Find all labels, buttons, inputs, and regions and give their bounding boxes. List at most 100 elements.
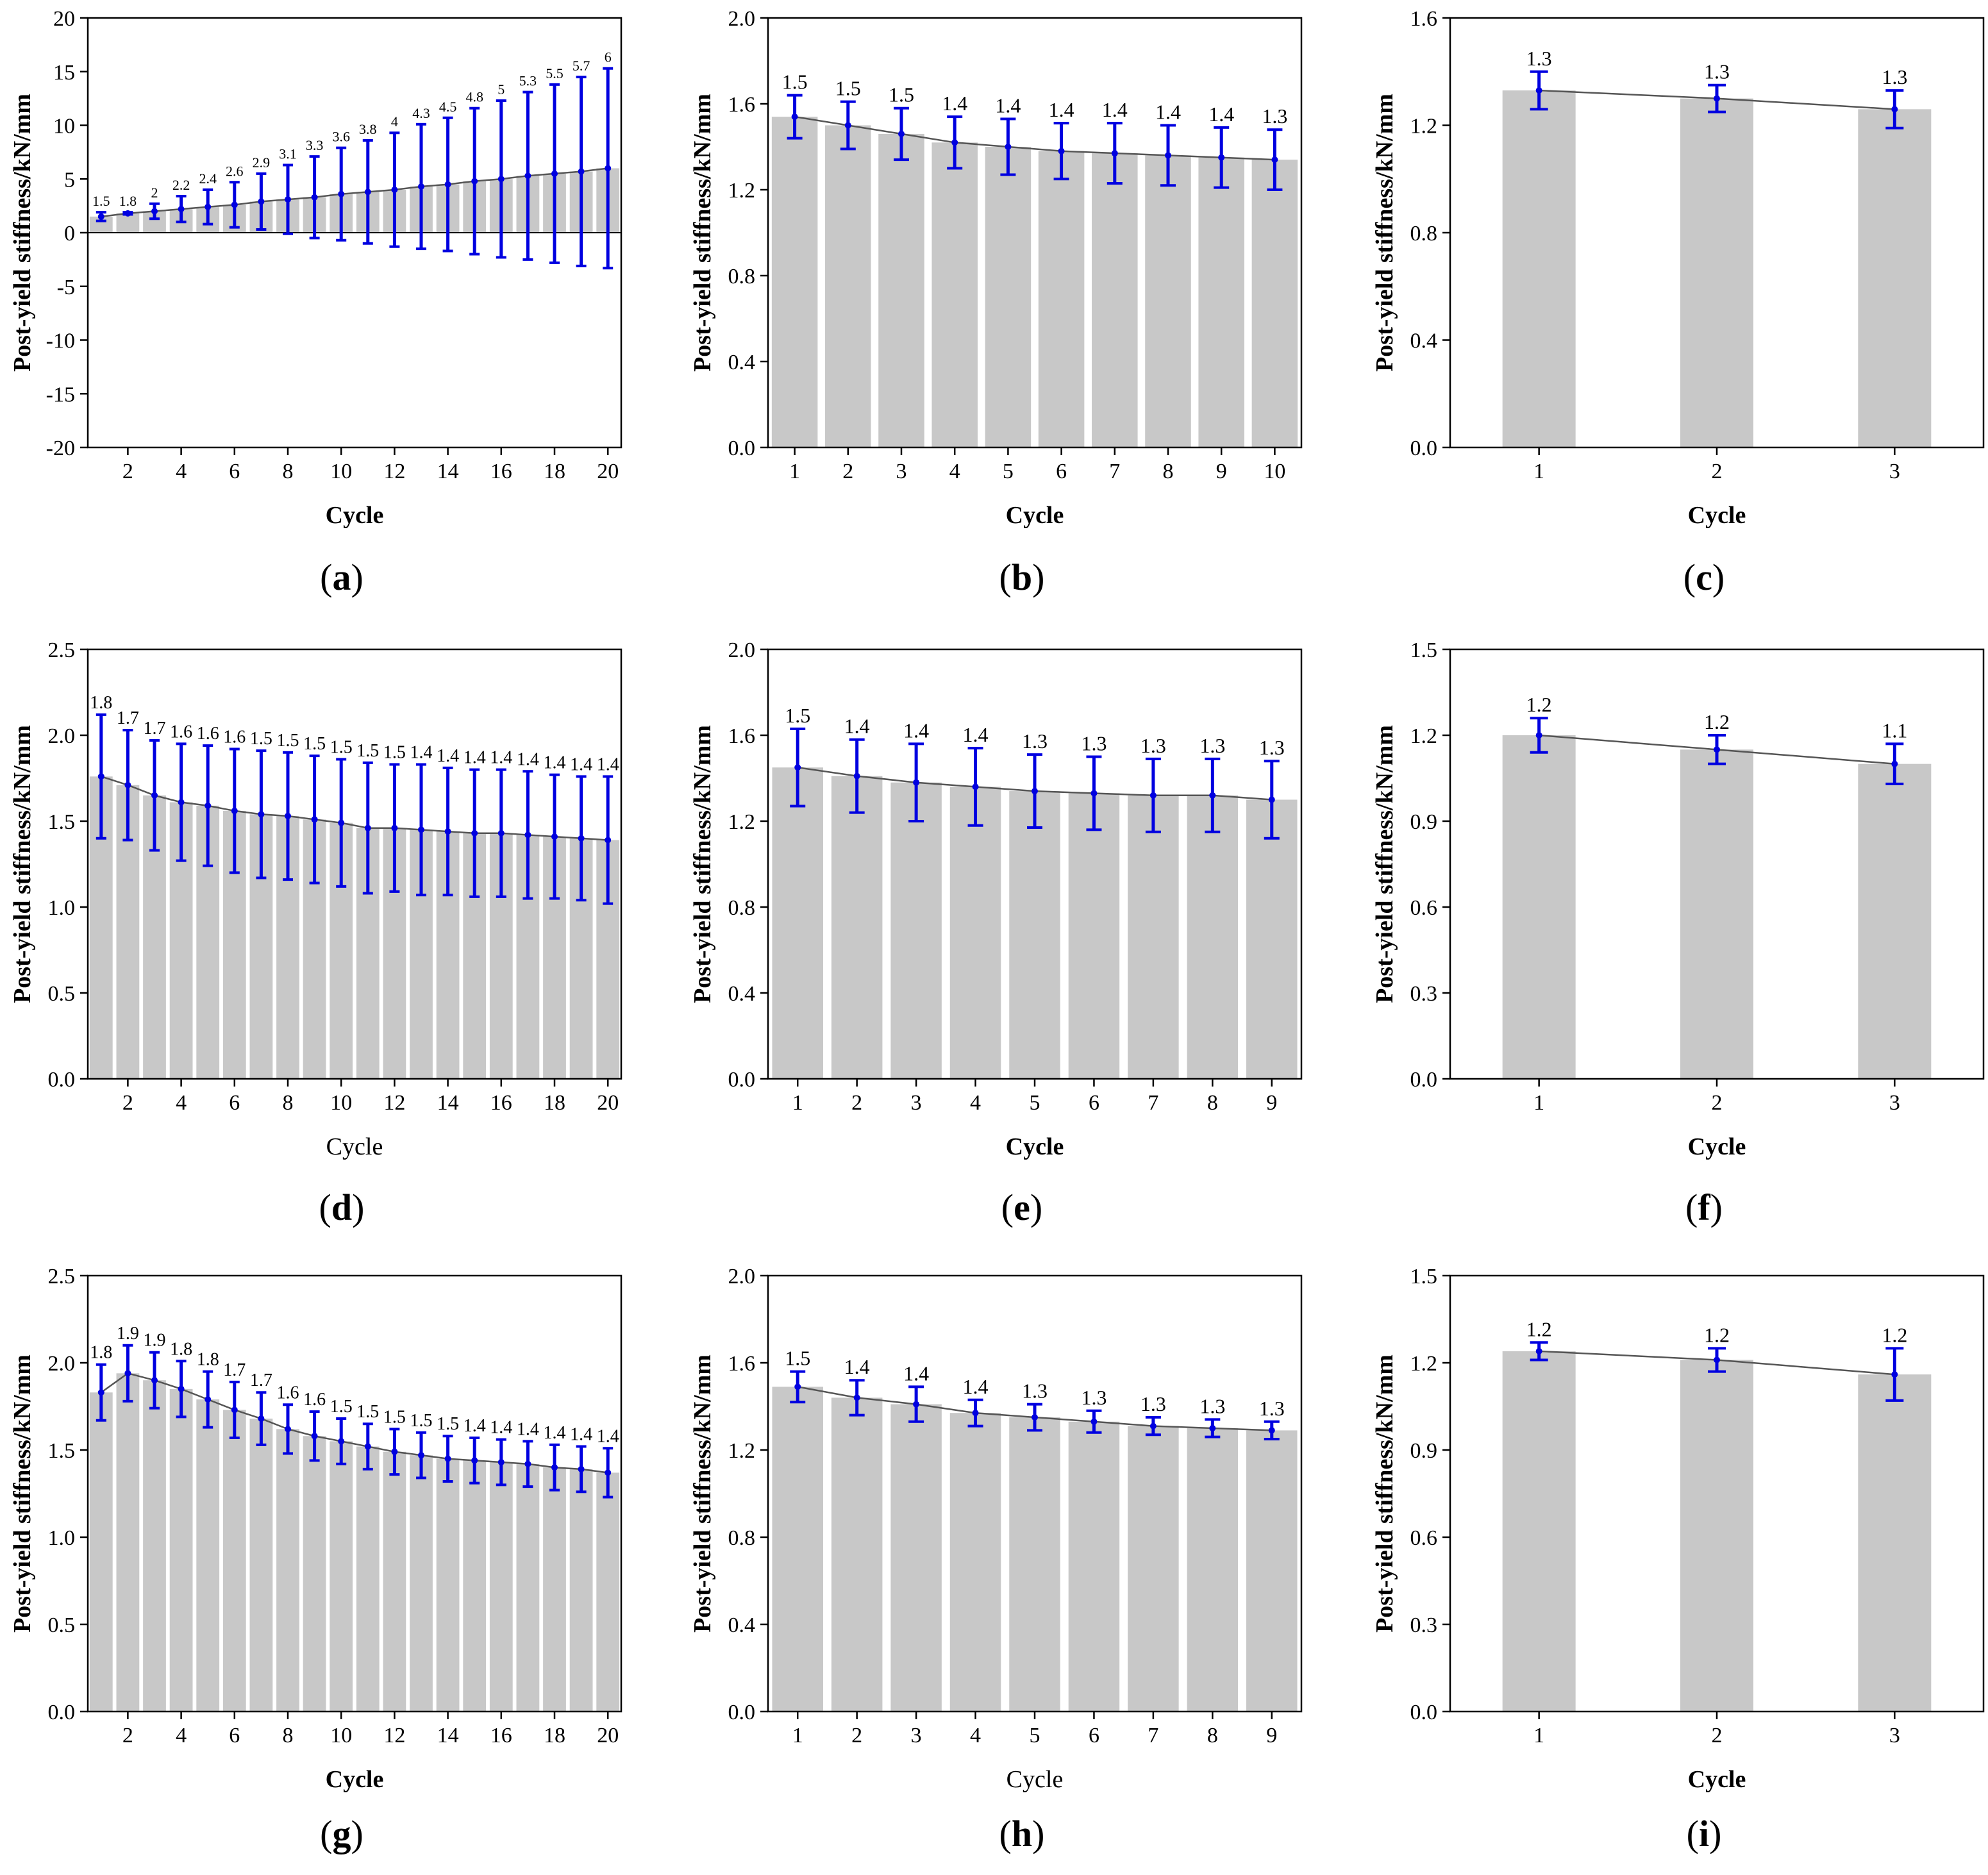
error-bar-g-19 xyxy=(576,1445,587,1494)
y-tick-label: 0.8 xyxy=(1410,222,1438,246)
error-bar-a-4 xyxy=(176,195,187,224)
data-label-b-3: 1.5 xyxy=(889,83,914,106)
x-axis-title: Cycle xyxy=(1688,1133,1746,1160)
bar-f-1 xyxy=(1502,735,1576,1079)
data-label-a-1: 1.5 xyxy=(92,193,110,209)
error-bar-g-12 xyxy=(389,1428,400,1476)
y-tick-label: 1.6 xyxy=(1410,7,1438,31)
bar-e-9 xyxy=(1246,799,1298,1079)
x-tick-label: 16 xyxy=(490,1091,512,1115)
bar-g-16 xyxy=(489,1462,513,1712)
y-tick-label: -10 xyxy=(46,329,75,353)
bar-h-6 xyxy=(1068,1421,1120,1712)
error-bar-d-7 xyxy=(256,749,267,879)
x-tick-label: 6 xyxy=(1056,460,1067,483)
data-label-g-6: 1.7 xyxy=(223,1360,246,1380)
y-tick-label: 0.5 xyxy=(48,982,76,1006)
x-tick-label: 14 xyxy=(437,1091,459,1115)
bar-e-2 xyxy=(831,776,883,1079)
panel-label-b: (b) xyxy=(999,556,1045,598)
bar-b-4 xyxy=(931,142,978,448)
x-tick-label: 18 xyxy=(544,1091,565,1115)
data-label-d-2: 1.7 xyxy=(117,708,139,728)
data-label-h-6: 1.3 xyxy=(1081,1386,1107,1409)
bar-h-3 xyxy=(890,1404,942,1712)
y-tick-label: 0.0 xyxy=(728,437,756,460)
x-tick-label: 8 xyxy=(1163,460,1174,483)
bar-g-3 xyxy=(143,1380,166,1712)
data-label-d-13: 1.4 xyxy=(410,743,433,763)
chart-panel-i: 1.2 1.2 1.2 0.0 0.3 0.6 0.9 1.2 1.5 1 2 3 Cycle Post-… xyxy=(1371,1265,1985,1854)
data-label-a-19: 5.7 xyxy=(572,58,590,74)
x-tick-label: 2 xyxy=(122,1091,133,1115)
error-bar-d-12 xyxy=(389,763,400,893)
x-tick-label: 2 xyxy=(1712,1724,1723,1747)
data-label-a-7: 2.9 xyxy=(253,154,271,171)
panel-label-a: (a) xyxy=(320,556,363,598)
x-axis-title: Cycle xyxy=(326,1766,384,1793)
bar-b-3 xyxy=(878,133,924,447)
data-label-h-3: 1.4 xyxy=(903,1362,929,1385)
x-tick-label: 7 xyxy=(1109,460,1120,483)
data-label-e-2: 1.4 xyxy=(844,715,870,738)
error-bar-b-4 xyxy=(947,115,963,170)
x-tick-label: 6 xyxy=(229,1091,240,1115)
y-tick-label: -15 xyxy=(46,383,75,406)
x-tick-label: 10 xyxy=(330,460,352,483)
error-bar-a-8 xyxy=(283,163,293,235)
error-bar-f-1 xyxy=(1530,717,1548,754)
bar-g-10 xyxy=(330,1441,353,1712)
x-tick-label: 2 xyxy=(842,460,853,483)
y-tick-label: 1.0 xyxy=(48,1526,76,1550)
error-bar-d-10 xyxy=(336,758,347,888)
y-tick-label: 1.0 xyxy=(48,896,76,920)
bar-b-5 xyxy=(985,147,1032,447)
y-tick-label: 1.6 xyxy=(728,724,756,748)
error-bar-b-1 xyxy=(787,94,803,140)
error-bar-a-12 xyxy=(389,131,400,248)
x-tick-label: 16 xyxy=(490,460,512,483)
error-bar-b-5 xyxy=(1000,117,1016,176)
y-axis-title: Post-yield stiffness/kN/mm xyxy=(1371,1354,1398,1633)
data-label-d-11: 1.5 xyxy=(356,741,379,761)
data-label-g-2: 1.9 xyxy=(117,1324,139,1344)
data-label-g-4: 1.8 xyxy=(170,1339,192,1359)
y-tick-label: 0.4 xyxy=(728,351,756,374)
y-tick-label: 1.2 xyxy=(1410,1352,1438,1376)
bar-i-3 xyxy=(1858,1374,1932,1712)
data-label-b-8: 1.4 xyxy=(1155,101,1181,124)
panel-label-h: (h) xyxy=(999,1813,1045,1854)
error-bar-h-2 xyxy=(849,1379,865,1417)
error-bar-f-2 xyxy=(1708,734,1726,765)
data-label-g-20: 1.4 xyxy=(597,1426,619,1446)
x-tick-label: 8 xyxy=(283,460,294,483)
data-label-a-10: 3.6 xyxy=(332,129,350,145)
x-tick-label: 20 xyxy=(597,1091,619,1115)
bar-e-3 xyxy=(890,782,942,1079)
bar-h-1 xyxy=(772,1387,823,1712)
bar-g-14 xyxy=(436,1458,460,1712)
data-label-a-2: 1.8 xyxy=(119,193,137,209)
data-label-d-20: 1.4 xyxy=(597,754,619,774)
y-tick-label: 0.6 xyxy=(1410,1526,1438,1550)
bar-b-7 xyxy=(1092,153,1138,448)
trend-line-g xyxy=(101,1372,608,1474)
x-tick-label: 3 xyxy=(1889,1091,1900,1115)
y-tick-label: 0.0 xyxy=(48,1701,76,1724)
x-tick-label: 2 xyxy=(122,460,133,483)
error-bar-a-1 xyxy=(96,211,106,222)
x-tick-label: 8 xyxy=(1207,1091,1218,1115)
data-label-h-4: 1.4 xyxy=(963,1375,989,1398)
y-tick-label: 0.4 xyxy=(728,982,756,1006)
y-axis-title: Post-yield stiffness/kN/mm xyxy=(689,725,716,1003)
data-label-b-4: 1.4 xyxy=(942,92,967,115)
error-bar-b-7 xyxy=(1107,122,1123,185)
bar-e-1 xyxy=(772,767,823,1079)
error-bar-i-2 xyxy=(1708,1347,1726,1373)
data-label-f-2: 1.2 xyxy=(1704,710,1730,733)
x-tick-label: 1 xyxy=(792,1724,803,1747)
data-label-a-4: 2.2 xyxy=(172,177,190,193)
data-label-d-14: 1.4 xyxy=(437,746,459,766)
error-bar-a-15 xyxy=(469,106,480,256)
data-label-a-6: 2.6 xyxy=(226,163,244,179)
